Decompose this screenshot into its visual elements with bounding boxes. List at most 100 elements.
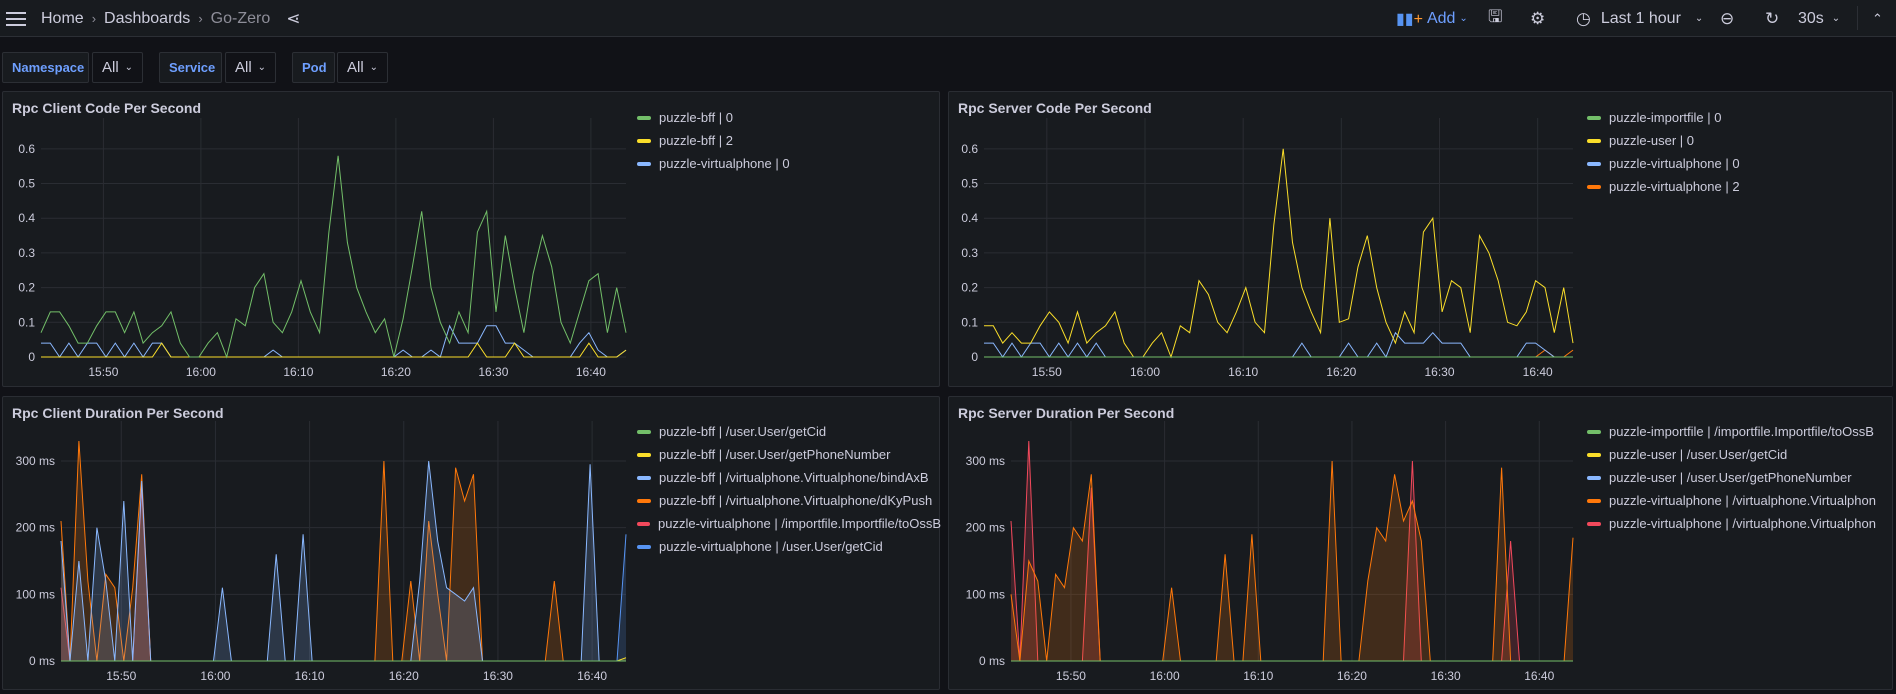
series-area [61, 441, 626, 661]
y-tick-label: 0.3 [18, 246, 35, 260]
legend-item[interactable]: puzzle-user | /user.User/getCid [1587, 443, 1894, 466]
legend-label: puzzle-virtualphone | /user.User/getCid [659, 539, 883, 554]
legend-label: puzzle-importfile | /importfile.Importfi… [1609, 424, 1874, 439]
breadcrumb-home[interactable]: Home [41, 9, 84, 27]
add-panel-icon: ▮▮+ [1396, 10, 1423, 28]
legend-color-swatch [1587, 475, 1601, 480]
legend-item[interactable]: puzzle-virtualphone | /user.User/getCid [637, 535, 941, 558]
collapse-chevron-up-icon[interactable]: ⌃ [1872, 10, 1883, 26]
chart-legend: puzzle-bff | 0 puzzle-bff | 2 puzzle-virtu… [637, 106, 941, 175]
save-icon[interactable]: 🖫 [1488, 7, 1503, 26]
legend-color-swatch [637, 498, 651, 503]
legend-item[interactable]: puzzle-user | 0 [1587, 129, 1894, 152]
y-tick-label: 200 ms [16, 521, 55, 535]
x-tick-label: 16:00 [186, 365, 216, 379]
refresh-icon[interactable]: ↻ [1765, 8, 1780, 28]
legend-color-swatch [1587, 498, 1601, 503]
variable-namespace-label: Namespace [2, 52, 89, 83]
legend-item[interactable]: puzzle-virtualphone | 2 [1587, 175, 1894, 198]
legend-label: puzzle-virtualphone | 0 [659, 156, 790, 171]
legend-color-swatch [637, 521, 650, 526]
legend-label: puzzle-user | /user.User/getCid [1609, 447, 1788, 462]
variable-pod-label: Pod [292, 52, 335, 83]
x-tick-label: 16:30 [1424, 365, 1454, 379]
chevron-down-icon: ⌄ [369, 62, 379, 73]
panel-rpc-client-code: Rpc Client Code Per Second 0 0.1 0.2 0.3 0.4 0… [2, 91, 940, 387]
add-button[interactable]: ▮▮+ Add ⌄ [1396, 9, 1468, 28]
panel-title: Rpc Client Duration Per Second [12, 405, 224, 421]
variable-service-select[interactable]: All ⌄ [225, 52, 276, 83]
legend-item[interactable]: puzzle-importfile | /importfile.Importfi… [1587, 420, 1894, 443]
legend-item[interactable]: puzzle-virtualphone | 0 [637, 152, 941, 175]
x-tick-label: 16:20 [1326, 365, 1356, 379]
x-tick-label: 16:40 [577, 669, 607, 683]
panel-title: Rpc Client Code Per Second [12, 100, 202, 116]
variable-service-label: Service [159, 52, 222, 83]
y-tick-label: 0.6 [961, 142, 978, 156]
legend-item[interactable]: puzzle-virtualphone | 0 [1587, 152, 1894, 175]
legend-item[interactable]: puzzle-user | /user.User/getPhoneNumber [1587, 466, 1894, 489]
breadcrumb-dashboards[interactable]: Dashboards [104, 9, 191, 27]
series-line [984, 148, 1574, 359]
chevron-down-icon: ⌄ [257, 62, 267, 73]
legend-color-swatch [637, 544, 651, 549]
legend-color-swatch [1587, 452, 1601, 457]
gear-icon[interactable]: ⚙ [1530, 8, 1546, 28]
legend-label: puzzle-bff | /user.User/getCid [659, 424, 827, 439]
legend-color-swatch [637, 161, 651, 166]
legend-item[interactable]: puzzle-bff | /virtualphone.Virtualphone/… [637, 466, 941, 489]
divider [1857, 6, 1858, 30]
legend-label: puzzle-user | 0 [1609, 133, 1695, 148]
share-icon[interactable]: ⋖ [286, 8, 301, 28]
series-area [1011, 441, 1573, 661]
x-tick-label: 16:30 [483, 669, 513, 683]
legend-item[interactable]: puzzle-bff | /user.User/getPhoneNumber [637, 443, 941, 466]
chart-legend: puzzle-importfile | /importfile.Importfi… [1587, 420, 1894, 535]
legend-color-swatch [637, 138, 651, 143]
clock-icon: ◷ [1576, 8, 1591, 28]
panel-title: Rpc Server Duration Per Second [958, 405, 1175, 421]
select-value: All [347, 59, 364, 76]
select-value: All [102, 59, 119, 76]
time-picker[interactable]: ◷ Last 1 hour ⌄ [1576, 8, 1704, 28]
legend-item[interactable]: puzzle-bff | 0 [637, 106, 941, 129]
legend-color-swatch [637, 115, 651, 120]
y-tick-label: 0.4 [18, 211, 35, 225]
legend-item[interactable]: puzzle-virtualphone | /virtualphone.Virt… [1587, 489, 1894, 512]
legend-label: puzzle-bff | 2 [659, 133, 733, 148]
refresh-interval-label: 30s [1798, 9, 1824, 27]
zoom-out-icon[interactable]: ⊖ [1720, 8, 1735, 28]
legend-color-swatch [1587, 115, 1601, 120]
variable-pod-select[interactable]: All ⌄ [337, 52, 388, 83]
x-tick-label: 16:30 [478, 365, 508, 379]
x-tick-label: 16:30 [1431, 669, 1461, 683]
y-tick-label: 0.5 [961, 177, 978, 191]
menu-icon[interactable] [6, 0, 26, 37]
legend-item[interactable]: puzzle-bff | /virtualphone.Virtualphone/… [637, 489, 941, 512]
y-tick-label: 0.1 [961, 315, 978, 329]
legend-label: puzzle-virtualphone | /importfile.Import… [658, 516, 941, 531]
y-tick-label: 0.1 [18, 315, 35, 329]
chart-plot: 0 0.1 0.2 0.3 0.4 0.5 0.6 15:50 16:00 16:10 16:20 1… [18, 118, 627, 379]
legend-label: puzzle-virtualphone | /virtualphone.Virt… [1609, 493, 1876, 508]
legend-label: puzzle-importfile | 0 [1609, 110, 1722, 125]
x-tick-label: 15:50 [106, 669, 136, 683]
legend-label: puzzle-bff | /user.User/getPhoneNumber [659, 447, 891, 462]
chevron-down-icon: ⌄ [124, 62, 134, 73]
variable-namespace-select[interactable]: All ⌄ [92, 52, 143, 83]
y-tick-label: 0.4 [961, 211, 978, 225]
legend-item[interactable]: puzzle-virtualphone | /virtualphone.Virt… [1587, 512, 1894, 535]
x-tick-label: 16:20 [389, 669, 419, 683]
panel-rpc-server-code: Rpc Server Code Per Second 0 0.1 0.2 0.3 0.4 0… [948, 91, 1893, 387]
refresh-interval-picker[interactable]: 30s ⌄ [1798, 9, 1841, 27]
legend-color-swatch [637, 452, 651, 457]
y-tick-label: 0.2 [18, 281, 35, 295]
x-tick-label: 16:40 [576, 365, 606, 379]
y-tick-label: 300 ms [966, 454, 1005, 468]
x-tick-label: 16:10 [283, 365, 313, 379]
legend-item[interactable]: puzzle-virtualphone | /importfile.Import… [637, 512, 941, 535]
legend-item[interactable]: puzzle-importfile | 0 [1587, 106, 1894, 129]
legend-item[interactable]: puzzle-bff | 2 [637, 129, 941, 152]
x-tick-label: 16:10 [1243, 669, 1273, 683]
legend-item[interactable]: puzzle-bff | /user.User/getCid [637, 420, 941, 443]
